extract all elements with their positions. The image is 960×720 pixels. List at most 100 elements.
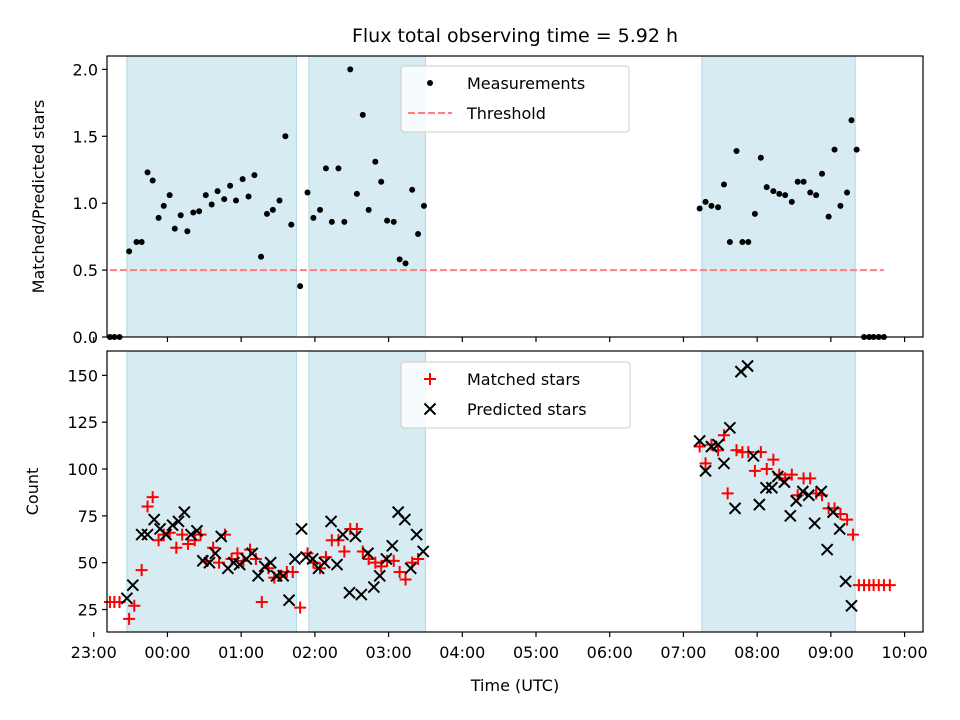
predicted-star-point: [693, 434, 706, 448]
matched-star-point: [176, 528, 189, 541]
predicted-star-point: [361, 547, 375, 560]
predicted-star-point: [184, 528, 198, 541]
matched-star-point: [141, 500, 154, 513]
measurement-point: [171, 225, 178, 232]
predicted-star-point: [343, 586, 356, 599]
measurement-point: [378, 178, 385, 185]
matched-star-point: [717, 429, 730, 442]
measurement-point: [726, 238, 733, 245]
legend-box: [400, 361, 631, 429]
predicted-star-point: [246, 547, 259, 560]
x-tick-label: 06:00: [587, 643, 633, 662]
matched-star-point: [804, 472, 817, 485]
y-tick-label: 1.0: [73, 194, 98, 213]
matched-star-point: [286, 566, 299, 579]
matched-star-point: [883, 579, 896, 592]
measurement-point: [258, 253, 265, 260]
observing-span: [701, 350, 856, 633]
measurement-point: [409, 186, 416, 193]
predicted-star-point: [306, 552, 319, 566]
predicted-star-point: [135, 528, 148, 541]
y-tick-label: 150: [67, 366, 98, 385]
measurement-point: [745, 238, 752, 245]
matched-star-point: [705, 438, 718, 451]
legend-marker-measurements: [427, 80, 433, 86]
matched-star-point: [338, 545, 351, 558]
measurement-point: [708, 202, 715, 209]
measurement-point: [144, 169, 151, 176]
predicted-star-point: [747, 449, 760, 463]
matched-star-point: [767, 453, 780, 466]
matched-star-point: [846, 528, 859, 541]
y-tick-label: 2.0: [73, 60, 98, 79]
matched-star-point: [841, 513, 854, 526]
measurement-point: [402, 260, 409, 267]
predicted-star-point: [203, 556, 216, 569]
y-tick-label: 125: [67, 413, 98, 432]
measurement-point: [221, 196, 228, 203]
matched-star-point: [225, 552, 238, 565]
measurement-point: [837, 202, 844, 209]
matched-star-point: [249, 552, 262, 565]
predicted-star-point: [141, 528, 154, 541]
measurement-point: [317, 206, 324, 213]
predicted-star-point: [826, 505, 840, 519]
matched-star-point: [182, 537, 195, 550]
matched-star-point: [721, 487, 734, 500]
y-tick-label: 0.5: [73, 261, 98, 280]
measurement-point: [251, 172, 258, 179]
predicted-star-point: [711, 438, 725, 451]
measurement-point: [177, 212, 184, 219]
predicted-star-point: [404, 562, 417, 575]
predicted-star-point: [386, 539, 399, 553]
measurement-point: [844, 189, 851, 196]
predicted-star-point: [349, 530, 362, 543]
predicted-star-point: [276, 569, 290, 583]
measurement-point: [420, 202, 427, 209]
predicted-star-point: [808, 517, 821, 530]
measurement-point: [232, 197, 239, 204]
predicted-star-point: [380, 552, 393, 566]
measurement-point: [347, 66, 354, 73]
measurement-point: [155, 214, 162, 221]
measurement-point: [813, 192, 820, 199]
measurement-point: [276, 197, 283, 204]
predicted-star-point: [784, 509, 797, 523]
measurement-point: [359, 111, 366, 118]
predicted-star-point: [166, 519, 179, 532]
predicted-star-point: [264, 556, 277, 569]
matched-star-point: [188, 534, 201, 547]
x-axis-label: Time (UTC): [470, 676, 559, 695]
predicted-star-point: [815, 485, 828, 498]
y-axis-label: Matched/Predicted stars: [29, 100, 48, 294]
measurement-point: [415, 230, 422, 237]
predicted-star-point: [126, 578, 140, 592]
x-tick-label: 23:00: [71, 643, 117, 662]
measurement-point: [788, 198, 795, 205]
measurement-point: [214, 188, 221, 195]
matched-star-point: [146, 491, 159, 504]
matched-star-point: [294, 601, 307, 614]
predicted-star-point: [295, 522, 308, 536]
predicted-star-point: [765, 481, 779, 494]
measurement-point: [160, 202, 167, 209]
predicted-star-point: [741, 359, 754, 373]
measurement-point: [133, 238, 140, 245]
legend-label: Matched stars: [467, 370, 580, 389]
measurement-point: [202, 192, 209, 199]
predicted-star-point: [190, 524, 204, 538]
predicted-star-point: [796, 485, 810, 498]
chart-title: Flux total observing time = 5.92 h: [352, 25, 678, 47]
y-axis-label: Count: [23, 468, 42, 516]
matched-star-point: [412, 552, 425, 565]
matched-star-point: [699, 457, 712, 470]
measurement-point: [794, 178, 801, 185]
measurement-point: [807, 189, 814, 196]
matched-star-point: [350, 522, 363, 535]
measurement-point: [310, 214, 317, 221]
measurement-point: [184, 228, 191, 235]
predicted-star-point: [324, 515, 338, 528]
matched-star-point: [760, 463, 773, 476]
measurement-point: [763, 184, 770, 191]
